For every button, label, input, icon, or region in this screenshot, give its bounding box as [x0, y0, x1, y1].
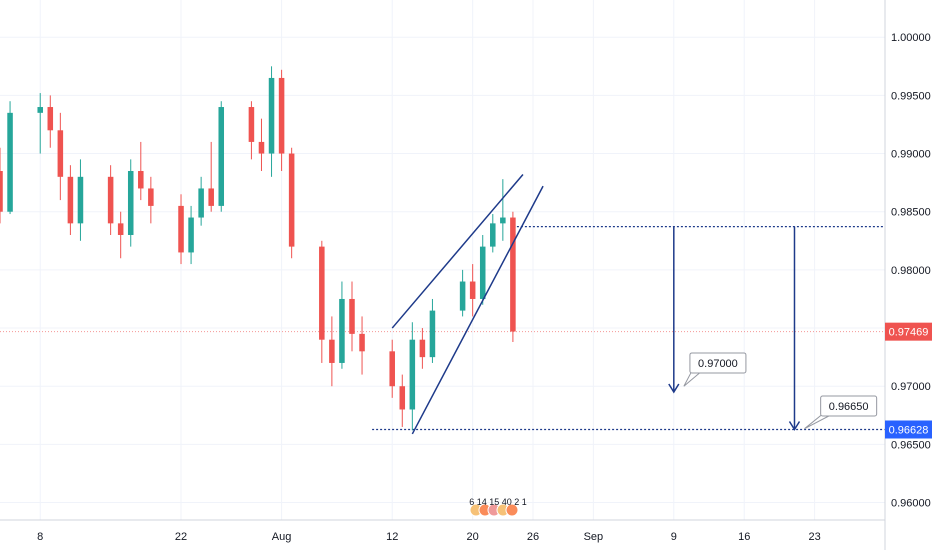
candle-body: [469, 281, 476, 299]
candle-body: [510, 217, 516, 332]
candle-body: [178, 205, 184, 253]
candle-body: [208, 188, 214, 206]
price-tick-label: 0.99500: [891, 90, 931, 102]
price-tick-label: 0.97000: [891, 381, 931, 393]
time-tick-label: 20: [467, 531, 479, 543]
horizontal-levels: [0, 226, 885, 431]
candle-body: [319, 246, 325, 340]
time-tick-label: Aug: [272, 531, 292, 543]
events-count-label: 6 14 15 40 2 1: [469, 497, 527, 507]
price-tick-label: 0.99000: [891, 149, 931, 161]
time-tick-label: 12: [386, 531, 398, 543]
price-tag: [885, 322, 932, 341]
time-tick-label: 9: [671, 531, 677, 543]
price-callouts: 0.97000 0.96650: [683, 352, 878, 430]
candle-body: [500, 217, 506, 224]
time-tick-label: 16: [738, 531, 750, 543]
candle-body: [479, 246, 486, 299]
wedge-trendline: [391, 174, 524, 329]
candle-body: [359, 333, 365, 352]
price-tick-label: 0.96500: [891, 439, 931, 451]
candle-body: [409, 339, 416, 410]
candle-body: [278, 77, 285, 154]
time-tick-label: Sep: [584, 531, 604, 543]
target-arrow-head: [788, 421, 801, 431]
time-tick-label: 8: [37, 531, 43, 543]
candle-body: [138, 171, 144, 189]
candle-body: [490, 223, 496, 247]
event-flag-icon: [505, 503, 519, 517]
target-arrow-head: [668, 383, 680, 394]
price-tick-label: 0.98000: [891, 265, 931, 277]
candle-body: [57, 130, 64, 177]
time-tick-label: 23: [808, 531, 820, 543]
candle-body: [218, 107, 225, 206]
candle-body: [117, 223, 124, 235]
candle-body: [349, 298, 355, 334]
candle-body: [429, 310, 436, 358]
candle-body: [329, 339, 335, 363]
candle-body: [148, 188, 154, 206]
candle-body: [248, 107, 255, 142]
callout-box: [820, 395, 878, 417]
price-tick-label: 1.00000: [891, 32, 931, 44]
candle-body: [399, 386, 406, 410]
candle-body: [67, 176, 74, 224]
callout-box: [689, 352, 747, 374]
candle-body: [7, 112, 13, 212]
candle-body: [127, 171, 134, 235]
candle-body: [0, 171, 3, 212]
time-tick-label: 22: [175, 531, 187, 543]
candle-body: [107, 176, 114, 224]
candle-body: [459, 281, 466, 311]
candle-body: [37, 107, 43, 113]
wedge-trendline: [411, 185, 544, 435]
economic-events-marker[interactable]: 6 14 15 40 2 1: [469, 497, 527, 517]
candle-body: [268, 77, 275, 154]
candle-body: [47, 107, 54, 131]
price-tick-label: 0.98500: [891, 207, 931, 219]
candle-body: [419, 339, 426, 358]
callout-label: 0.96650: [829, 401, 869, 413]
callout-label: 0.97000: [698, 358, 738, 370]
price-tick-label: 0.96000: [891, 498, 931, 510]
candle-body: [258, 141, 265, 154]
price-tag-label: 0.96628: [889, 424, 929, 436]
candle-body: [389, 351, 395, 387]
time-tick-label: 26: [527, 531, 539, 543]
candlestick-series: [0, 66, 516, 431]
chart-drawings: [391, 174, 801, 435]
candle-body: [288, 153, 295, 247]
candle-body: [339, 298, 345, 363]
grid: [0, 0, 885, 520]
price-tag-label: 0.97469: [889, 327, 929, 339]
candle-body: [77, 176, 84, 224]
price-tag: [885, 420, 932, 439]
candle-body: [198, 188, 204, 218]
candle-body: [188, 217, 194, 253]
